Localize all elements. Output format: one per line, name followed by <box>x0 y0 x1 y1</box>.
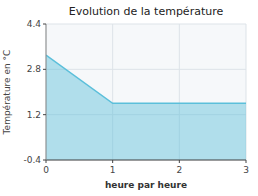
y-tick <box>43 24 46 25</box>
grid-line-y <box>46 69 246 70</box>
grid-line-x <box>46 24 47 160</box>
x-axis-label: heure par heure <box>105 180 187 190</box>
y-axis-label: Température en °C <box>2 50 12 136</box>
plot-area <box>46 55 246 160</box>
y-axis-line <box>46 24 47 160</box>
x-tick-label: 1 <box>110 165 116 175</box>
x-tick <box>246 160 247 163</box>
title: Evolution de la température <box>69 5 224 18</box>
line <box>46 55 246 103</box>
plot-background <box>46 24 246 160</box>
y-tick <box>43 69 46 70</box>
area <box>46 55 246 160</box>
y-tick-label: -0.4 <box>23 155 41 165</box>
y-tick <box>43 114 46 115</box>
grid-line-y <box>46 160 246 161</box>
y-tick-label: 1.2 <box>27 110 41 120</box>
x-tick <box>112 160 113 163</box>
x-tick-label: 0 <box>43 165 49 175</box>
chart: 0 1 2 3 -0.4 1.2 2.8 4.4 Evolution de la tempéra… <box>0 0 258 196</box>
x-tick-label: 3 <box>243 165 249 175</box>
y-tick-label: 2.8 <box>27 64 42 74</box>
grid-line-y <box>46 24 246 25</box>
x-axis-line <box>46 160 246 161</box>
y-tick-label: 4.4 <box>27 19 42 29</box>
x-tick <box>179 160 180 163</box>
y-tick <box>43 160 46 161</box>
x-tick-label: 2 <box>176 165 182 175</box>
